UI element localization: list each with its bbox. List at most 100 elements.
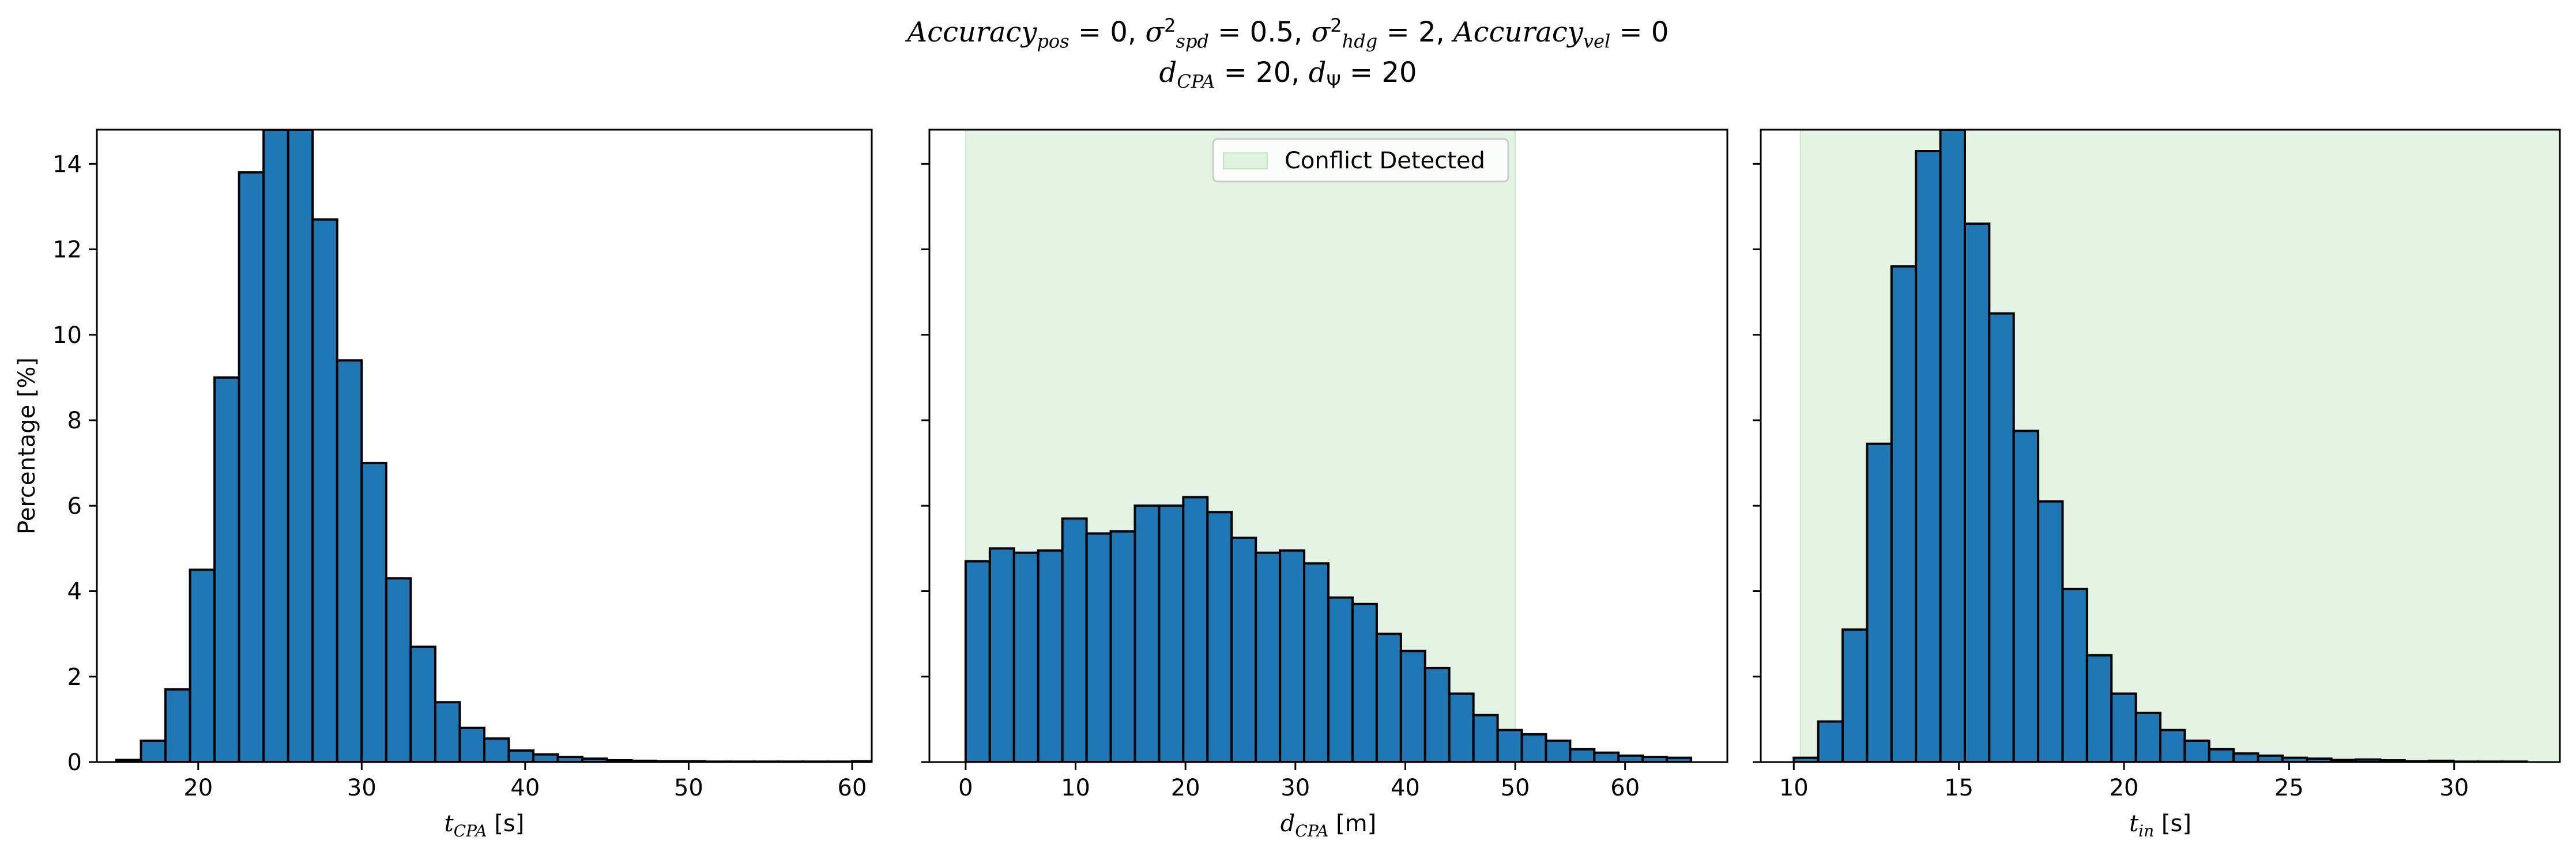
histogram-bar	[311, 218, 338, 762]
axes-frame	[1760, 129, 2561, 763]
histogram-bar	[1037, 549, 1064, 762]
histogram-bar	[964, 560, 991, 762]
y-tick-label: 6	[67, 493, 82, 519]
histogram-bar	[1012, 551, 1040, 762]
histogram-bar	[1545, 739, 1572, 762]
histogram-bar	[1303, 562, 1330, 762]
histogram-bar	[507, 749, 535, 762]
histogram-bar	[1448, 692, 1475, 762]
x-tick-label: 20	[2110, 775, 2139, 801]
chart-panel-middle: 0 10 20 30 40 50 60 dCPA [m] Conflict Detected	[921, 129, 1728, 840]
histogram-bar	[409, 645, 436, 762]
histogram-bar	[1399, 650, 1426, 762]
y-tick-label: 12	[52, 237, 82, 263]
histogram-bar	[1279, 549, 1306, 762]
histogram-bar	[360, 462, 387, 762]
histogram-bar	[1866, 442, 1893, 762]
x-tick-label: 20	[1171, 775, 1200, 801]
histogram-bar	[1206, 511, 1233, 762]
x-axis-label: tCPA [s]	[445, 810, 525, 840]
histogram-bar	[1593, 751, 1620, 762]
histogram-bar	[1351, 602, 1378, 762]
histogram-bar	[1472, 714, 1499, 762]
histogram-bar	[164, 688, 191, 762]
histogram-bar	[1915, 150, 1942, 762]
histogram-bar	[1085, 532, 1112, 762]
figure-title-line-1: Accuracypos = 0, σ2spd = 0.5, σ2hdg = 2,…	[907, 14, 1669, 52]
x-tick-label: 30	[2439, 775, 2469, 801]
axes-frame	[96, 129, 873, 763]
chart-panel-left: 20 30 40 50 60 0 2 4 6 8 10 12 14 tCPA [s] Percentage …	[14, 129, 873, 840]
histogram-bar	[1375, 632, 1402, 762]
histogram-bar	[1988, 312, 2015, 762]
x-tick-label: 60	[1610, 775, 1640, 801]
x-tick-label: 10	[1779, 775, 1809, 801]
histogram-bar	[2085, 654, 2113, 762]
x-tick-label: 30	[347, 775, 376, 801]
histogram-bar	[434, 701, 461, 762]
figure-title-line-2: dCPA = 20, dΨ = 20	[1159, 56, 1417, 93]
histogram-bar	[336, 359, 363, 762]
histogram-bar	[1939, 130, 1966, 762]
x-tick-label: 20	[183, 775, 213, 801]
histogram-bar	[988, 547, 1015, 762]
histogram-bar	[287, 130, 314, 762]
histogram-bar	[1109, 530, 1136, 762]
histogram-bar	[2110, 692, 2137, 762]
histogram-bar	[262, 130, 289, 762]
histogram-bar	[2208, 748, 2235, 762]
x-tick-label: 50	[674, 775, 703, 801]
x-axis-label: tin [s]	[2129, 810, 2191, 840]
histogram-bar	[238, 171, 265, 762]
histogram-bar	[1182, 496, 1209, 762]
histogram-bar	[2134, 711, 2161, 762]
histogram-bar	[1423, 666, 1451, 762]
chart-panel-right: 10 15 20 25 30 tin [s]	[1753, 129, 2561, 840]
x-tick-label: 30	[1281, 775, 1310, 801]
y-tick-label: 14	[52, 151, 82, 178]
histogram-bar	[189, 568, 216, 762]
histogram-bar	[1617, 754, 1644, 762]
histogram-bar	[1520, 733, 1547, 762]
histogram-bar	[1496, 729, 1523, 762]
y-tick-label: 10	[52, 322, 82, 349]
histogram-bar	[532, 753, 559, 762]
histogram-bar	[1963, 223, 1991, 762]
histogram-bar	[2159, 729, 2186, 762]
histogram-bar	[1890, 265, 1918, 762]
histogram-bar	[2012, 429, 2040, 762]
histogram-bar	[2257, 754, 2284, 762]
y-tick-label: 0	[67, 749, 82, 776]
histogram-bar	[1666, 756, 1693, 762]
histogram-bar	[458, 726, 486, 762]
x-tick-label: 50	[1501, 775, 1530, 801]
histogram-bar	[1061, 517, 1088, 762]
x-tick-label: 40	[510, 775, 540, 801]
histogram-bar	[213, 376, 240, 762]
x-tick-label: 10	[1061, 775, 1090, 801]
x-tick-label: 25	[2274, 775, 2304, 801]
histogram-bar	[1255, 551, 1282, 762]
histogram-bar	[483, 737, 510, 762]
histogram-bar	[1230, 536, 1257, 762]
histogram-bar	[2183, 739, 2210, 762]
histogram-bar	[1327, 596, 1354, 762]
x-tick-label: 40	[1391, 775, 1420, 801]
legend: Conflict Detected	[1212, 138, 1509, 183]
x-tick-label: 15	[1944, 775, 1974, 801]
y-tick-label: 8	[67, 408, 82, 434]
histogram-bar	[1133, 504, 1161, 762]
y-tick-label: 4	[67, 579, 82, 605]
legend-box	[1212, 138, 1509, 183]
histogram-bar	[385, 577, 412, 762]
histogram-bar	[2232, 752, 2259, 762]
histogram-bar	[2061, 587, 2088, 762]
histogram-bar	[1841, 628, 1869, 762]
histogram-bar	[140, 739, 167, 762]
y-tick-label: 2	[67, 664, 82, 691]
x-tick-label: 0	[958, 775, 973, 801]
legend-label: Conflict Detected	[1285, 148, 1485, 174]
histogram-bar	[1158, 504, 1185, 762]
x-axis-label: dCPA [m]	[1281, 810, 1376, 840]
